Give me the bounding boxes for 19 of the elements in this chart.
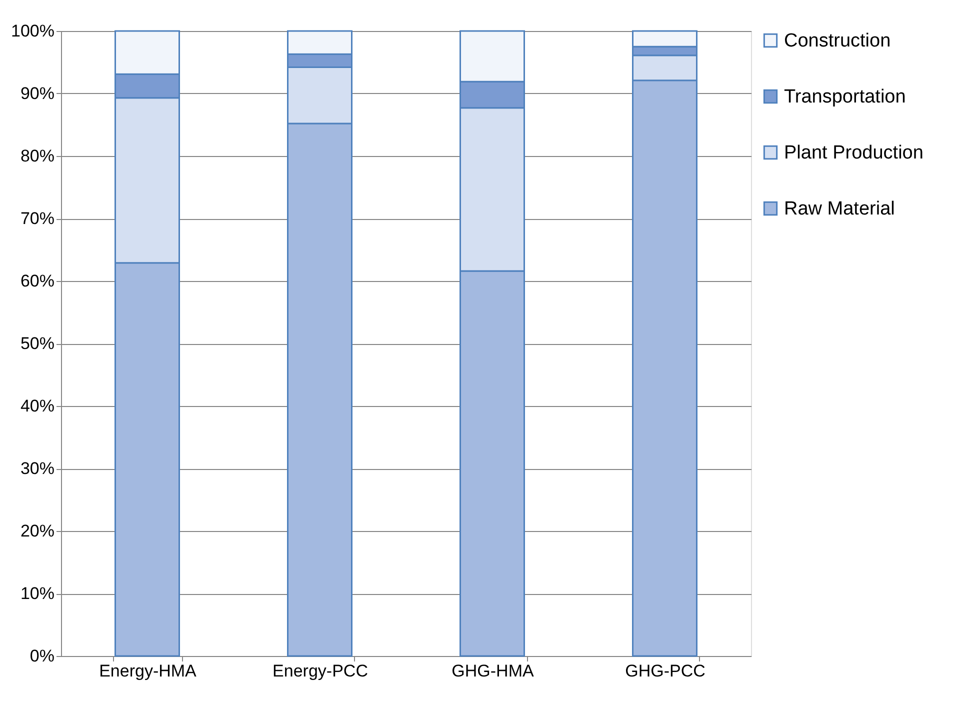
y-tick-label: 70% xyxy=(20,209,54,228)
y-tick-label: 40% xyxy=(20,396,54,416)
x-tick-label: Energy-PCC xyxy=(272,662,368,680)
x-tick-label: GHG-HMA xyxy=(452,662,534,680)
y-tick-label: 50% xyxy=(20,334,54,353)
y-tick-label: 100% xyxy=(11,22,54,40)
legend-label: Construction xyxy=(784,30,891,52)
y-tick-label: 10% xyxy=(20,584,54,603)
legend-label: Plant Production xyxy=(784,142,924,164)
y-tick-label: 30% xyxy=(20,459,54,478)
y-tick-label: 80% xyxy=(20,146,54,166)
y-tick-label: 60% xyxy=(20,272,54,290)
legend-label: Transportation xyxy=(784,86,906,108)
x-tick-label: GHG-PCC xyxy=(625,662,706,680)
y-tick-label: 20% xyxy=(20,522,54,540)
x-tick-label: Energy-HMA xyxy=(99,662,198,680)
y-tick-label: 0% xyxy=(30,646,54,666)
y-tick-label: 90% xyxy=(20,84,54,103)
legend-label: Raw Material xyxy=(784,198,895,220)
